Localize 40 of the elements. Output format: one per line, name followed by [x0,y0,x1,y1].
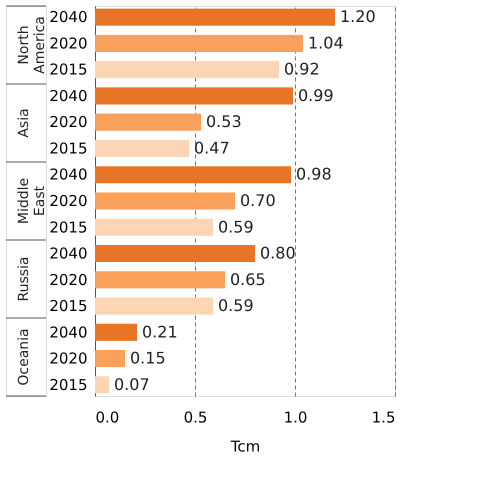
y-tick-label: 2020 [49,34,88,52]
text: Middle East [16,178,48,224]
y-tick-label: 2020 [49,350,88,368]
y-tick-label: 2020 [49,192,88,210]
data-label: 0.59 [218,217,254,236]
y-tick-label: 2040 [49,323,88,342]
y-tick-label: 2020 [49,270,88,289]
x-tick-label: 0.5 [184,408,208,426]
data-label: 0.80 [260,244,296,263]
data-label: 0.92 [284,60,320,79]
y-tick-label: 2015 [49,139,88,158]
x-tick-label: 1.5 [372,408,396,426]
y-tick-label: 2015 [49,218,88,236]
text: Asia [16,108,32,138]
data-label: 1.20 [340,7,376,26]
data-label: 0.98 [296,164,332,184]
x-axis-title: Tcm [230,438,260,456]
text: North America [16,16,48,74]
data-label: 0.47 [194,138,230,158]
y-tick-label: 2015 [49,297,88,316]
y-tick-label: 2015 [49,376,88,394]
text: Russia [16,256,32,302]
data-label: 0.65 [230,270,266,289]
y-tick-label: 2040 [49,166,88,184]
data-label: 0.21 [142,322,178,342]
data-label: 1.04 [308,33,344,52]
data-label: 0.53 [206,112,242,132]
x-tick-label: 0.0 [96,408,120,426]
data-label: 0.59 [218,296,254,316]
data-label: 0.99 [298,86,334,105]
y-tick-label: 2040 [49,244,88,263]
y-tick-label: 2040 [49,86,88,105]
text: Oceania [16,328,32,386]
x-tick-label: 1.0 [284,408,308,426]
data-label: 0.70 [240,191,276,210]
data-label: 0.07 [114,374,150,394]
data-label: 0.15 [130,348,166,368]
y-tick-label: 2015 [49,60,88,79]
y-tick-label: 2040 [49,8,88,26]
y-tick-label: 2020 [49,113,88,132]
